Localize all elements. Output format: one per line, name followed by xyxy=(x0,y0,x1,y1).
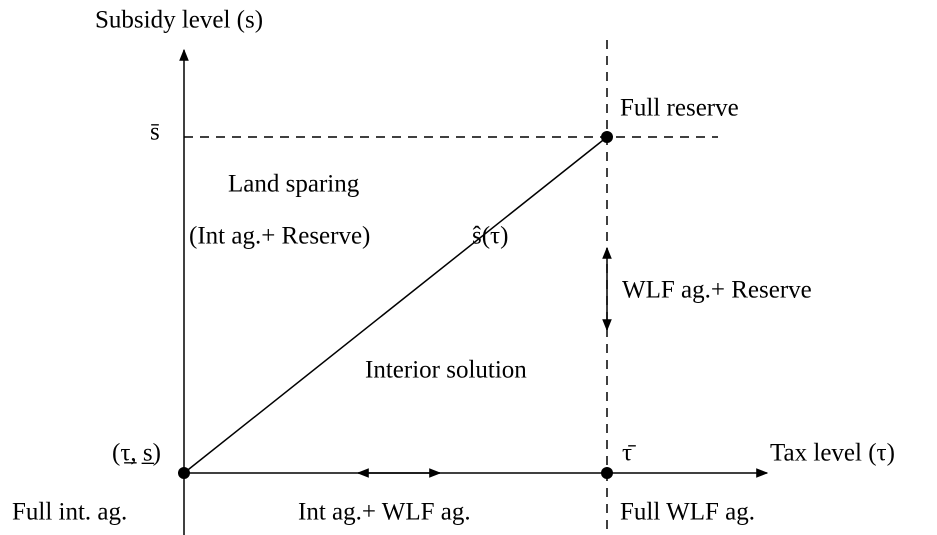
land-sparing-label: Land sparing xyxy=(228,171,360,198)
int-reserve-label: (Int ag.+ Reserve) xyxy=(189,223,370,250)
x-axis-label: Tax level (τ) xyxy=(770,440,895,467)
full-wlf-label: Full WLF ag. xyxy=(620,499,755,526)
origin-label: (τ̲, s̲) xyxy=(112,440,161,467)
wlf-reserve-label: WLF ag.+ Reserve xyxy=(622,277,812,304)
s-hat-curve xyxy=(183,136,608,474)
full-int-label: Full int. ag. xyxy=(12,499,127,526)
origin-point xyxy=(178,467,190,479)
interior-label: Interior solution xyxy=(365,357,527,384)
s-bar-label: s̄ xyxy=(150,119,160,146)
curve-label: ŝ(τ) xyxy=(472,223,508,250)
tau-bar-point xyxy=(601,467,613,479)
int-wlf-label: Int ag.+ WLF ag. xyxy=(298,499,471,526)
full-reserve-label: Full reserve xyxy=(620,95,739,122)
full-reserve-point xyxy=(601,131,613,143)
y-axis-label: Subsidy level (s) xyxy=(95,7,263,34)
tau-bar-label: τ̄ xyxy=(622,440,636,467)
